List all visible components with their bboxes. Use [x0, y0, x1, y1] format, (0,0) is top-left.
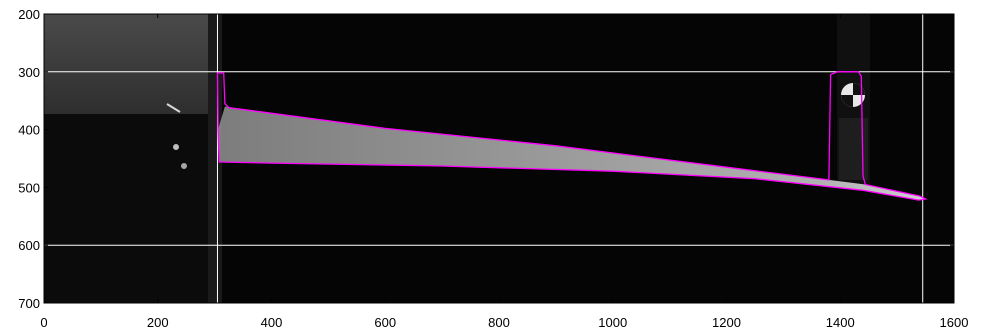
clamp-lower-region [44, 114, 220, 303]
clamp-highlight [166, 103, 181, 113]
target-marker-body [839, 118, 868, 180]
y-tick-label: 300 [18, 65, 40, 80]
x-tick-label: 1000 [598, 315, 627, 330]
x-tick-label: 1400 [826, 315, 855, 330]
y-tick-label: 200 [18, 7, 40, 22]
y-axis: 200 300 400 500 600 700 [18, 7, 954, 311]
x-tick-label: 1200 [712, 315, 741, 330]
y-tick-label: 700 [18, 296, 40, 311]
y-tick-label: 400 [18, 123, 40, 138]
x-axis: 0 200 400 600 800 1000 1200 1400 1600 [40, 14, 968, 330]
edge-contour [216, 71, 928, 201]
left-clamp-block [44, 14, 210, 114]
clamp-edge-strip [208, 14, 222, 303]
x-tick-label: 200 [147, 315, 169, 330]
x-tick-label: 800 [488, 315, 510, 330]
reference-lines [44, 14, 954, 303]
clamp-bolt-lower [181, 163, 187, 169]
x-tick-label: 0 [40, 315, 47, 330]
x-tick-label: 1600 [940, 315, 969, 330]
clamp-bolt-upper [173, 144, 179, 150]
x-tick-label: 400 [261, 315, 283, 330]
x-tick-label: 600 [374, 315, 396, 330]
y-tick-label: 600 [18, 238, 40, 253]
y-tick-label: 500 [18, 180, 40, 195]
camera-image [44, 14, 954, 303]
